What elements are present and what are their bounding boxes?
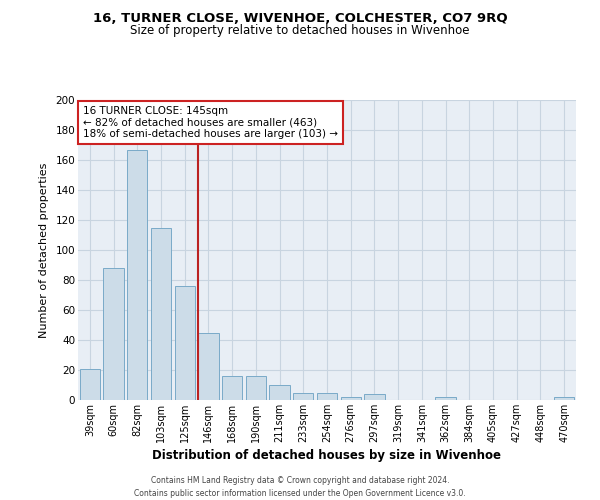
Bar	[175, 286, 195, 400]
Bar	[246, 376, 266, 400]
Text: Distribution of detached houses by size in Wivenhoe: Distribution of detached houses by size …	[152, 448, 502, 462]
Bar	[151, 228, 171, 400]
Bar	[436, 397, 455, 400]
Bar	[199, 332, 218, 400]
Bar	[103, 268, 124, 400]
Bar	[80, 368, 100, 400]
Y-axis label: Number of detached properties: Number of detached properties	[38, 162, 49, 338]
Bar	[341, 397, 361, 400]
Bar	[554, 397, 574, 400]
Bar	[317, 392, 337, 400]
Bar	[269, 385, 290, 400]
Text: Size of property relative to detached houses in Wivenhoe: Size of property relative to detached ho…	[130, 24, 470, 37]
Bar	[293, 392, 313, 400]
Text: 16, TURNER CLOSE, WIVENHOE, COLCHESTER, CO7 9RQ: 16, TURNER CLOSE, WIVENHOE, COLCHESTER, …	[92, 12, 508, 26]
Bar	[364, 394, 385, 400]
Text: Contains HM Land Registry data © Crown copyright and database right 2024.
Contai: Contains HM Land Registry data © Crown c…	[134, 476, 466, 498]
Bar	[222, 376, 242, 400]
Text: 16 TURNER CLOSE: 145sqm
← 82% of detached houses are smaller (463)
18% of semi-d: 16 TURNER CLOSE: 145sqm ← 82% of detache…	[83, 106, 338, 139]
Bar	[127, 150, 148, 400]
